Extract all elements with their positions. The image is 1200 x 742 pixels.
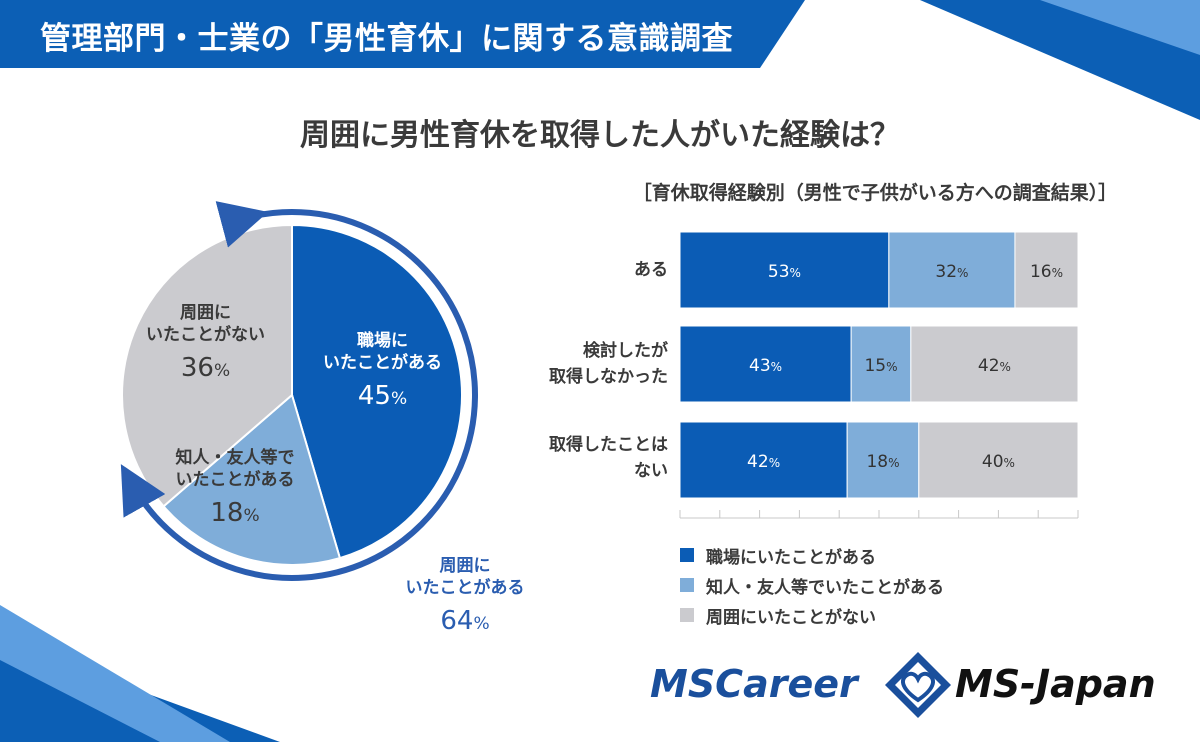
bar-data-label: 15% <box>864 356 897 376</box>
bar-segment-none <box>1014 231 1079 309</box>
legend-item: 周囲にいたことがない <box>680 600 944 630</box>
corner-stripe-light <box>1040 0 1200 55</box>
bar-data-label: 16% <box>1030 262 1063 282</box>
bar-segment-friend <box>888 231 1016 309</box>
bar-data-label: 32% <box>935 262 968 282</box>
legend-swatch <box>680 548 694 562</box>
bar-data-label: 53% <box>768 262 801 282</box>
bottom-stripe-light <box>0 605 230 742</box>
pie-slice-work <box>291 223 463 560</box>
company-logo: MSCareer MS-Japan <box>650 650 1170 720</box>
annotation-arc <box>120 201 478 581</box>
bar-segment-none <box>918 421 1079 499</box>
legend-item: 知人・友人等でいたことがある <box>680 570 944 600</box>
bar-data-label: 18% <box>866 452 899 472</box>
pie-chart <box>120 201 478 581</box>
bar-segment-work <box>679 325 852 403</box>
header-title: 管理部門・士業の「男性育休」に関する意識調査 <box>40 21 733 57</box>
bar-segment-friend <box>846 421 920 499</box>
bar-data-label: 43% <box>749 356 782 376</box>
legend: 職場にいたことがある 知人・友人等でいたことがある 周囲にいたことがない <box>680 540 944 630</box>
logo-mscareer: MSCareer <box>650 662 858 706</box>
pie-label-friend: 知人・友人等で いたことがある 18% <box>175 448 295 529</box>
bar-data-label: 42% <box>978 356 1011 376</box>
pie-annotation-total: 周囲に いたことがある 64% <box>405 556 525 637</box>
legend-item: 職場にいたことがある <box>680 540 944 570</box>
bar-data-label: 42% <box>747 452 780 472</box>
diamond-logo-icon <box>885 652 951 718</box>
pie-label-work: 職場に いたことがある 45% <box>323 331 442 412</box>
bar-segment-work <box>679 421 848 499</box>
chart-title: 周囲に男性育休を取得した人がいた経験は？ <box>300 118 900 153</box>
bar-data-label: 40% <box>982 452 1015 472</box>
header-banner <box>0 0 805 68</box>
bar-chart-subtitle: ［育休取得経験別（男性で子供がいる方への調査結果）］ <box>632 182 1118 204</box>
bar-category-label: ある <box>634 260 668 280</box>
logo-msjapan: MS-Japan <box>955 662 1156 706</box>
bar-segment-work <box>679 231 890 309</box>
bar-category-label: 検討したが 取得しなかった <box>549 341 668 388</box>
bar-category-label: 取得したことは ない <box>549 435 668 482</box>
legend-swatch <box>680 578 694 592</box>
legend-swatch <box>680 608 694 622</box>
pie-label-none: 周囲に いたことがない 36% <box>146 303 265 384</box>
bar-segment-none <box>910 325 1079 403</box>
